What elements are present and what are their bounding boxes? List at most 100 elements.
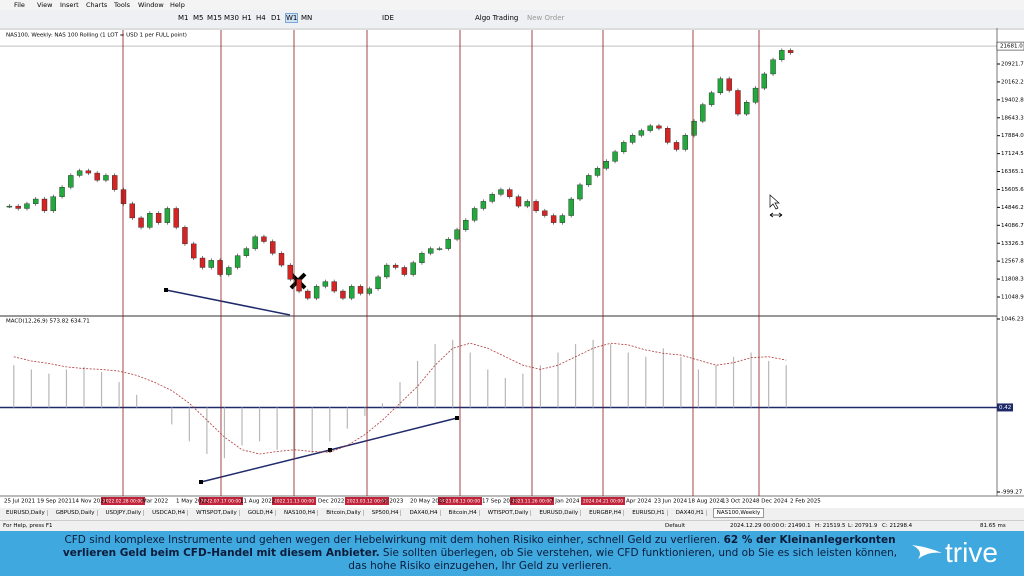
new-order-button[interactable]: New Order: [527, 14, 565, 22]
algo-trading-button[interactable]: Algo Trading: [475, 14, 519, 22]
chart-tab[interactable]: GBPUSD,Daily: [54, 510, 98, 516]
chart-tab[interactable]: EURUSD,H1: [630, 510, 668, 516]
candle: [559, 215, 566, 223]
menu-item[interactable]: Charts: [86, 1, 108, 9]
menu-item[interactable]: File: [14, 1, 25, 9]
timeframe-button[interactable]: D1: [271, 14, 281, 22]
candle: [138, 217, 144, 228]
candle: [524, 201, 530, 207]
candle: [331, 281, 337, 292]
chart-tab[interactable]: DAX40,H4: [407, 510, 441, 516]
chart-tab[interactable]: EURUSD,Daily: [4, 510, 48, 516]
chart-tab[interactable]: EURUSD,Daily: [537, 510, 582, 516]
menu-item[interactable]: Window: [138, 1, 164, 9]
cursor: [769, 194, 780, 210]
candle: [656, 125, 662, 129]
candle: [691, 120, 697, 136]
chart-tab[interactable]: USDCAD,H4: [150, 510, 189, 516]
candle: [708, 92, 715, 105]
candle: [612, 151, 618, 162]
macd-signal: [13, 342, 787, 455]
status-ping: 81.65 ms: [980, 523, 1006, 529]
price-tick-label: 19402.8: [1001, 97, 1024, 103]
candle: [480, 201, 487, 209]
menu-item[interactable]: Help: [170, 1, 185, 9]
timeframe-button[interactable]: H4: [256, 14, 266, 22]
date-label: ar 2023: [382, 499, 404, 505]
candle: [735, 90, 741, 115]
status-close: C: 21298.4: [882, 523, 913, 529]
menu-item[interactable]: Insert: [60, 1, 79, 9]
candle: [191, 243, 197, 259]
candle: [305, 290, 311, 299]
candle: [155, 212, 162, 223]
chart-tab[interactable]: DAX40,H1: [674, 510, 707, 516]
chart-tab[interactable]: Bitcoin,Daily: [324, 510, 364, 516]
candle: [454, 229, 460, 240]
ide-button[interactable]: IDE: [382, 14, 394, 22]
chart-tab[interactable]: GOLD,H4: [246, 510, 276, 516]
status-bar: For Help, press F1 Default 2024.12.29 00:0…: [0, 520, 1024, 532]
chart: NAS100, Weekly: NAS 100 Rolling (1 LOT =…: [0, 28, 1024, 508]
candle: [445, 238, 451, 249]
text-bold: 62 % der Kleinanlegerkonten verlieren Ge…: [62, 534, 896, 559]
candle: [85, 170, 92, 174]
date-label: 13 Oct 2024: [722, 499, 757, 505]
chart-tab[interactable]: NAS100,Weekly: [712, 508, 765, 518]
risk-text: CFD sind komplexe Instrumente und gehen …: [55, 534, 905, 573]
resize-cursor: [769, 212, 783, 218]
status-high: H: 21519.5: [815, 523, 846, 529]
timeframe-button[interactable]: M5: [193, 14, 204, 22]
trendline-handle: [199, 480, 203, 484]
candle: [41, 198, 48, 212]
chart-tab[interactable]: EURGBP,H4: [587, 510, 625, 516]
date-label: 25 Jul 2021: [4, 499, 35, 505]
timeframe-button[interactable]: M30: [224, 14, 239, 22]
candle: [313, 286, 320, 299]
chart-tab[interactable]: SP500,H4: [370, 510, 402, 516]
candle: [366, 288, 372, 294]
timeframe-button[interactable]: H1: [242, 14, 252, 22]
date-label: 23 Jun 2024: [654, 499, 688, 505]
date-label: 17 Sep 2023: [482, 499, 517, 505]
timeframe-button[interactable]: M1: [178, 14, 189, 22]
candle: [726, 78, 732, 91]
candle: [234, 255, 241, 268]
menu-item[interactable]: View: [37, 1, 53, 9]
menu-item[interactable]: Tools: [114, 1, 131, 9]
candle: [68, 175, 74, 188]
macd-tick-label: -999.27: [1001, 490, 1023, 496]
timeframe-button[interactable]: M15: [207, 14, 222, 22]
price-tick-label: 15605.6: [1001, 187, 1024, 193]
date-label: 20 May 2023: [410, 499, 446, 505]
price-tick-label: 20162.2: [1001, 79, 1024, 85]
risk-banner: CFD sind komplexe Instrumente und gehen …: [0, 531, 1024, 576]
chart-tab[interactable]: WTISPOT,Daily: [194, 510, 240, 516]
timeframe-button[interactable]: MN: [301, 14, 313, 22]
status-low: L: 20791.9: [848, 523, 878, 529]
date-marker-box: [510, 497, 554, 505]
date-marker-box: [438, 497, 482, 505]
candle: [164, 208, 171, 223]
price-tick-label: 17884.0: [1001, 133, 1024, 139]
chart-tab[interactable]: NAS100,H4: [282, 510, 319, 516]
chart-tab[interactable]: Bitcoin,H4: [447, 510, 480, 516]
candle: [621, 142, 627, 153]
candle: [533, 201, 539, 212]
price-tick-label: 12567.8: [1001, 259, 1024, 265]
candle: [103, 175, 109, 181]
date-marker-box: [272, 497, 316, 505]
macd-tick-label: 0.42: [999, 405, 1011, 411]
date-marker-box: [581, 497, 625, 505]
date-marker: 2023.08.13 00:00: [440, 499, 480, 505]
chart-tab[interactable]: WTISPOT,Daily: [486, 510, 532, 516]
status-open: O: 21490.1: [780, 523, 811, 529]
current-price-box: [996, 41, 1024, 51]
text: CFD sind komplexe Instrumente und gehen …: [64, 534, 724, 546]
candle: [384, 264, 390, 278]
date-label: 8 Dec 2024: [756, 499, 788, 505]
chart-tab[interactable]: USDJPY,Daily: [104, 510, 145, 516]
macd-tick-label: 1046.23: [1001, 317, 1024, 323]
timeframe-button[interactable]: W1: [284, 13, 299, 23]
